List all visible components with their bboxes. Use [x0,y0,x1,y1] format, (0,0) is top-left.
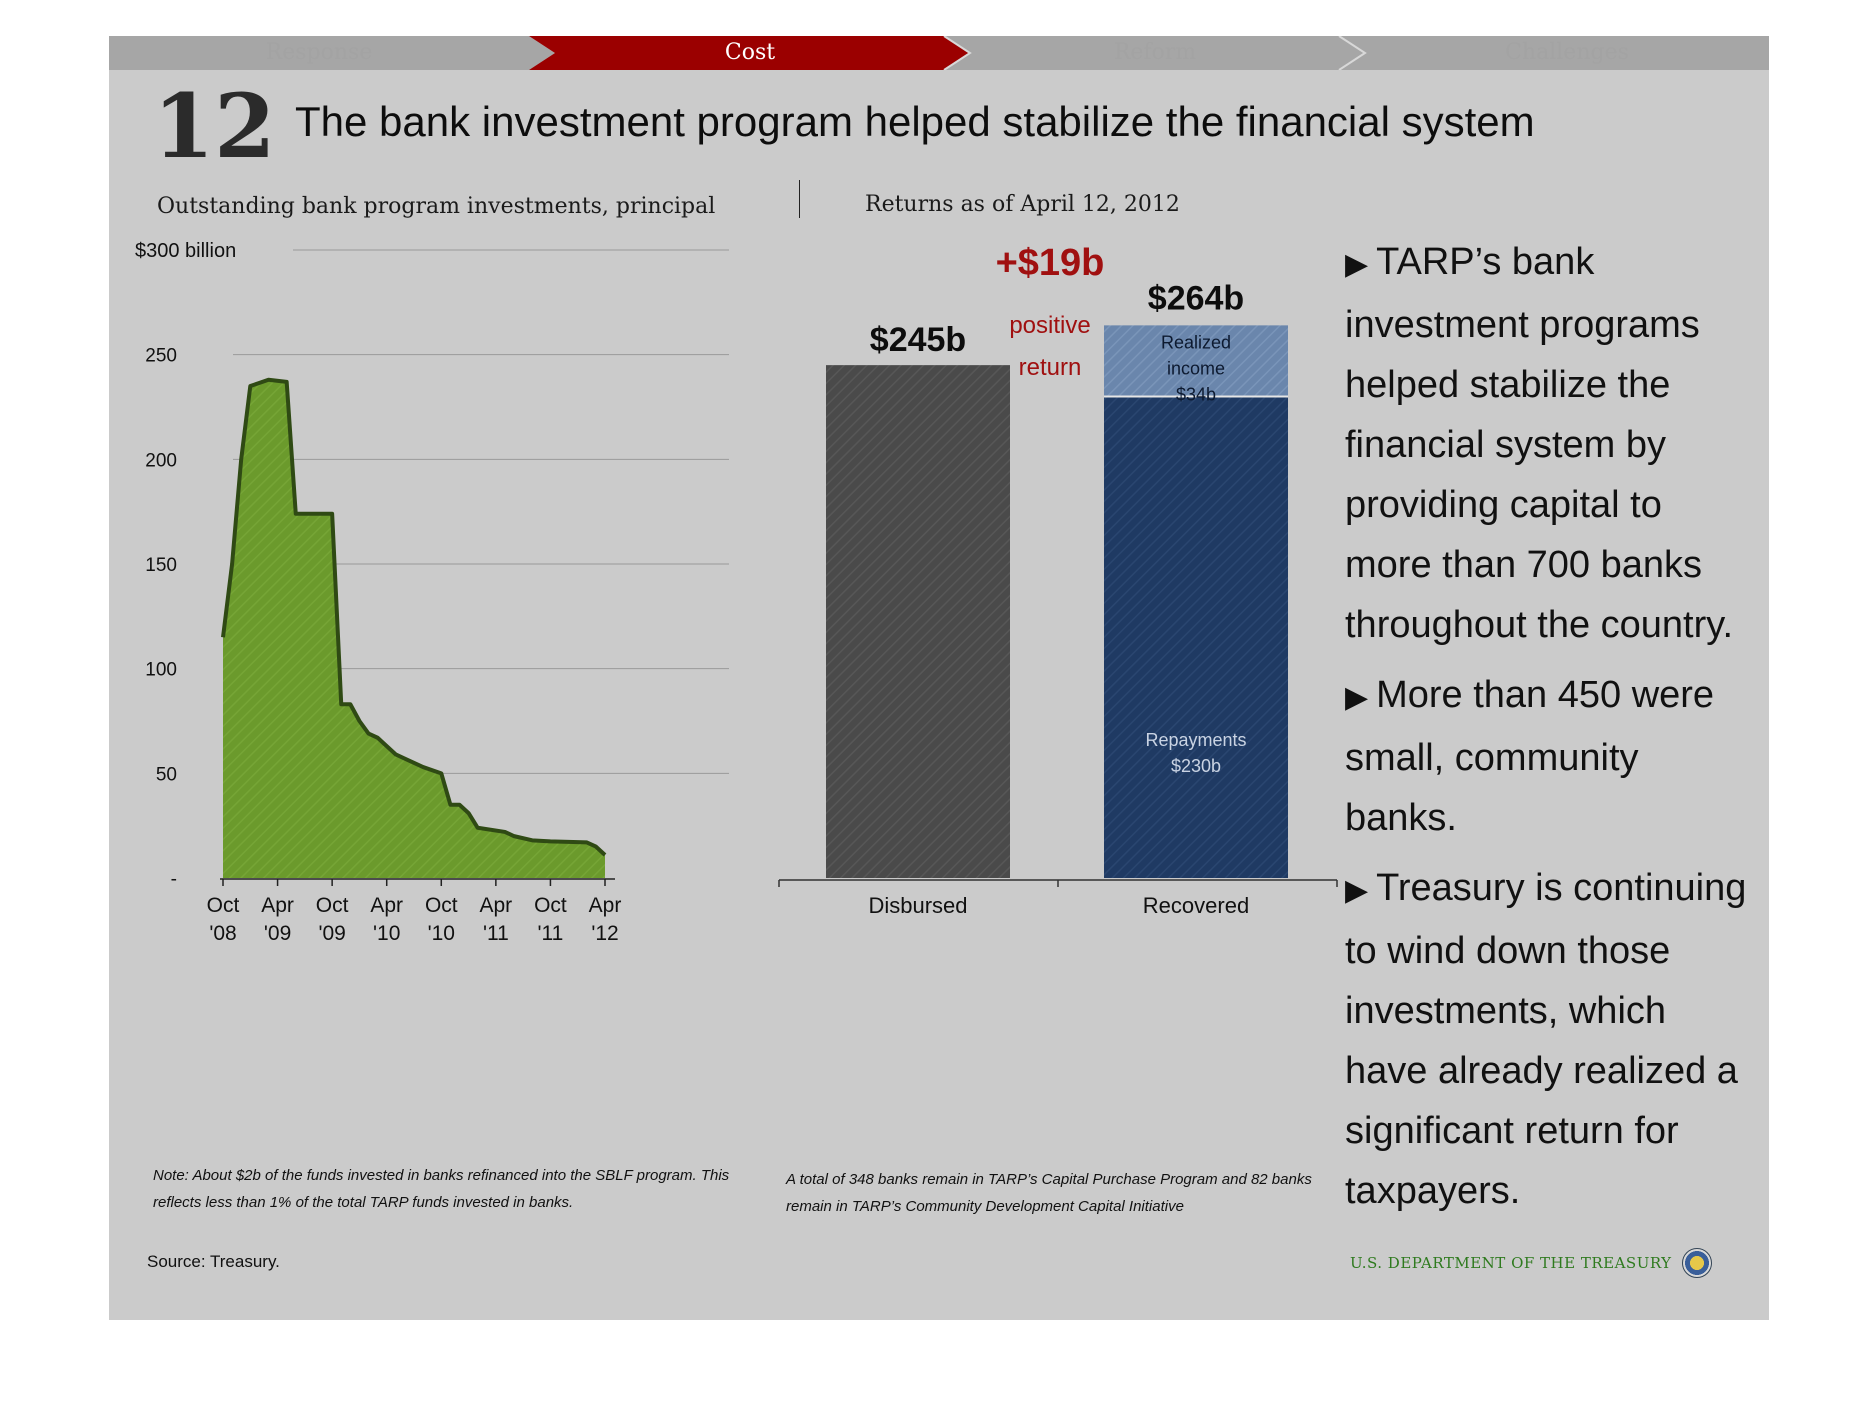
y-tick-label: - [171,869,177,890]
slide-title: The bank investment program helped stabi… [295,98,1535,145]
source-note: Source: Treasury. [147,1252,280,1271]
x-tick-label: Oct [207,894,240,917]
nav-step-challenges[interactable] [1339,36,1769,70]
key-points: ▶ TARP’s bank investment programs helped … [1345,232,1755,1231]
section-navigation [109,36,1769,70]
repayments-label: $230b [1171,756,1221,776]
x-tick-label-year: '12 [591,922,618,945]
left-chart-title: Outstanding bank program investments, pr… [157,194,716,219]
x-tick-label: Apr [261,894,294,917]
difference-caption: return [1019,354,1082,381]
treasury-seal-icon [1681,1248,1712,1278]
area-fill [223,379,605,878]
nav-label-challenges[interactable]: Challenges [1505,40,1629,65]
y-tick-label: 100 [145,660,177,681]
bar-disbursed-repayments [826,365,1010,879]
nav-label-cost[interactable]: Cost [724,40,776,65]
nav-step-reform[interactable] [944,36,1365,70]
right-chart-note: A total of 348 banks remain in TARP’s Ca… [786,1171,1312,1215]
right-chart-title: Returns as of April 12, 2012 [865,192,1180,217]
realized-income-label: Realized [1161,332,1231,352]
nav-step-response[interactable] [109,36,555,70]
bar-recovered-repayments [1104,396,1288,878]
bullet-item: ▶ TARP’s bank investment programs helped … [1345,241,1733,646]
left-chart-note: Note: About $2b of the funds invested in… [153,1167,730,1211]
treasury-branding: U.S. DEPARTMENT OF THE TREASURY [1350,1248,1712,1278]
x-tick-label-year: '11 [483,922,509,945]
bullet-item: ▶ Treasury is continuing to wind down tho… [1345,867,1747,1212]
triangle-bullet-icon: ▶ [1345,248,1369,281]
x-tick-label-year: '11 [538,922,564,945]
y-tick-label: 50 [156,764,177,785]
agency-name: U.S. DEPARTMENT OF THE TREASURY [1350,1254,1672,1272]
nav-label-reform[interactable]: Reform [1113,40,1197,65]
x-tick-label: Apr [589,894,622,917]
nav-step-cost[interactable] [529,36,970,70]
bar-recovered-realized-income [1104,325,1288,397]
chart-divider [799,180,800,218]
slide-panel: Response Cost Reform Challenges 12 The b… [109,36,1769,1320]
repayments-label: Repayments [1145,730,1246,750]
x-tick-label: Apr [370,894,403,917]
x-tick-label: Oct [425,894,458,917]
slide-number: 12 [153,74,276,178]
x-tick-label-year: '10 [428,922,455,945]
recovered-total-label: $264b [1148,279,1244,317]
triangle-bullet-icon: ▶ [1345,874,1369,907]
x-tick-label-year: '08 [209,922,236,945]
x-tick-label: Apr [480,894,513,917]
realized-income-label: $34b [1176,384,1216,404]
x-tick-label: Oct [316,894,349,917]
nav-label-response[interactable]: Response [265,40,373,65]
disbursed-total-label: $245b [870,321,966,359]
x-tick-label: Oct [534,894,567,917]
returns-bar-chart: Disbursed Recovered $245b $264b +$19b positiv… [778,242,1338,918]
x-category-label: Recovered [1143,893,1249,918]
y-tick-label: 150 [145,555,177,576]
y-tick-label: 250 [145,346,177,367]
difference-caption: positive [1009,312,1090,339]
area-series-line [221,377,607,857]
triangle-bullet-icon: ▶ [1345,681,1369,714]
y-tick-label: 200 [145,450,177,471]
difference-label: +$19b [996,242,1105,284]
bullet-item: ▶ More than 450 were small, community ban… [1345,674,1715,839]
y-tick-label: $300 billion [135,240,236,262]
x-tick-label-year: '09 [264,922,291,945]
realized-income-label: income [1167,358,1225,378]
x-tick-label-year: '09 [318,922,345,945]
outstanding-investments-chart: - 50 100 150 200 250 $300 billion Oct '08 Apr '09 O… [135,240,729,945]
x-tick-label-year: '10 [373,922,400,945]
x-category-label: Disbursed [868,893,967,918]
